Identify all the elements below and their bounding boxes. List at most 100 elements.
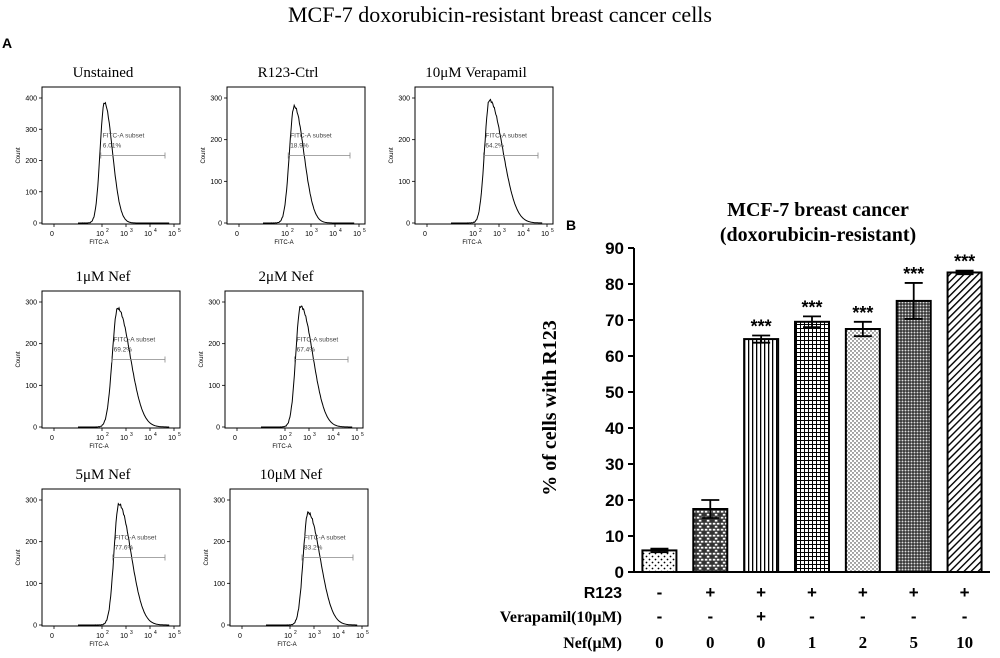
y-tick-label: 300 — [25, 127, 37, 134]
condition-row-label: R123 — [584, 585, 622, 602]
x-tick-label: 10 — [284, 633, 292, 640]
x-tick-label: 0 — [50, 435, 54, 442]
condition-value: - — [962, 607, 968, 626]
condition-value: - — [657, 583, 663, 602]
x-tick-label: 10 — [517, 231, 525, 238]
panel-a-label: A — [2, 35, 12, 51]
x-tick-exponent: 2 — [294, 630, 297, 636]
x-tick-exponent: 2 — [291, 228, 294, 234]
bar — [641, 549, 678, 574]
x-tick-label: 10 — [351, 435, 359, 442]
gate-label: FITC-A subset — [290, 133, 332, 140]
y-tick-label: 0 — [615, 563, 624, 582]
bar — [743, 338, 780, 573]
panel-title: Unstained — [73, 65, 134, 81]
y-tick-label: 100 — [210, 179, 222, 186]
condition-value: - — [657, 607, 663, 626]
x-tick-exponent: 2 — [479, 228, 482, 234]
y-tick-label: 10 — [605, 527, 624, 546]
x-tick-exponent: 3 — [313, 432, 316, 438]
x-tick-label: 10 — [493, 231, 501, 238]
x-tick-label: 10 — [308, 633, 316, 640]
y-tick-label: 100 — [25, 383, 37, 390]
x-tick-exponent: 4 — [154, 432, 157, 438]
x-tick-exponent: 3 — [130, 228, 133, 234]
x-tick-label: 10 — [329, 231, 337, 238]
y-tick-label: 30 — [605, 455, 624, 474]
y-tick-label: 300 — [25, 300, 37, 307]
significance-label: *** — [954, 252, 975, 272]
condition-value: 0 — [655, 633, 664, 652]
y-axis-label: Count — [16, 549, 22, 565]
x-tick-label: 10 — [353, 231, 361, 238]
gate-percent: 77.6% — [115, 545, 134, 552]
x-tick-exponent: 3 — [503, 228, 506, 234]
y-tick-label: 200 — [25, 158, 37, 165]
x-axis-label: FITC-A — [89, 444, 108, 450]
panel-title: R123-Ctrl — [258, 65, 319, 81]
x-tick-exponent: 4 — [154, 228, 157, 234]
x-axis-label: FITC-A — [277, 642, 296, 648]
y-tick-label: 200 — [398, 137, 410, 144]
y-tick-label: 0 — [33, 425, 37, 432]
x-tick-label: 0 — [235, 231, 239, 238]
x-tick-label: 10 — [305, 231, 313, 238]
y-tick-label: 300 — [208, 300, 220, 307]
bar — [692, 508, 729, 573]
condition-value: 5 — [909, 633, 918, 652]
y-tick-label: 50 — [605, 383, 624, 402]
x-tick-exponent: 3 — [130, 630, 133, 636]
x-tick-exponent: 2 — [106, 630, 109, 636]
x-tick-label: 10 — [168, 231, 176, 238]
y-tick-label: 300 — [213, 498, 225, 505]
condition-value: + — [807, 583, 817, 602]
gate-percent: 69.2% — [114, 347, 133, 354]
x-tick-exponent: 5 — [178, 432, 181, 438]
y-axis-label: Count — [204, 549, 210, 565]
x-tick-exponent: 4 — [337, 432, 340, 438]
y-tick-label: 200 — [208, 341, 220, 348]
bar — [794, 320, 830, 573]
condition-value: 1 — [808, 633, 817, 652]
y-tick-label: 100 — [398, 179, 410, 186]
x-tick-label: 10 — [469, 231, 477, 238]
x-tick-exponent: 5 — [361, 432, 364, 438]
y-tick-label: 70 — [605, 311, 624, 330]
x-axis-label: FITC-A — [89, 240, 108, 246]
x-tick-label: 10 — [96, 435, 104, 442]
chart-title-line1: MCF-7 breast cancer — [727, 199, 909, 221]
panel-title: 10μM Nef — [260, 467, 323, 483]
condition-value: - — [860, 607, 866, 626]
x-tick-exponent: 2 — [289, 432, 292, 438]
x-tick-exponent: 3 — [318, 630, 321, 636]
gate-percent: 64.2% — [485, 143, 504, 150]
bar — [946, 271, 983, 573]
x-tick-label: 10 — [168, 633, 176, 640]
significance-label: *** — [903, 264, 924, 284]
panel-title: 10μM Verapamil — [425, 65, 527, 81]
panel-title: 1μM Nef — [75, 269, 130, 285]
x-tick-exponent: 4 — [154, 630, 157, 636]
condition-value: 10 — [956, 633, 973, 652]
x-tick-exponent: 2 — [106, 228, 109, 234]
x-tick-label: 10 — [303, 435, 311, 442]
x-tick-exponent: 4 — [527, 228, 530, 234]
histogram-curve — [261, 305, 353, 428]
significance-label: *** — [801, 297, 822, 317]
y-tick-label: 300 — [210, 96, 222, 103]
y-tick-label: 40 — [605, 419, 624, 438]
x-tick-label: 0 — [50, 633, 54, 640]
histogram-curve — [263, 103, 355, 224]
x-tick-label: 10 — [281, 231, 289, 238]
gate-label: FITC-A subset — [297, 337, 339, 344]
y-tick-label: 100 — [213, 581, 225, 588]
x-tick-exponent: 4 — [342, 630, 345, 636]
gate-percent: 18.9% — [290, 143, 309, 150]
y-tick-label: 100 — [208, 383, 220, 390]
y-axis-label: Count — [16, 351, 22, 367]
